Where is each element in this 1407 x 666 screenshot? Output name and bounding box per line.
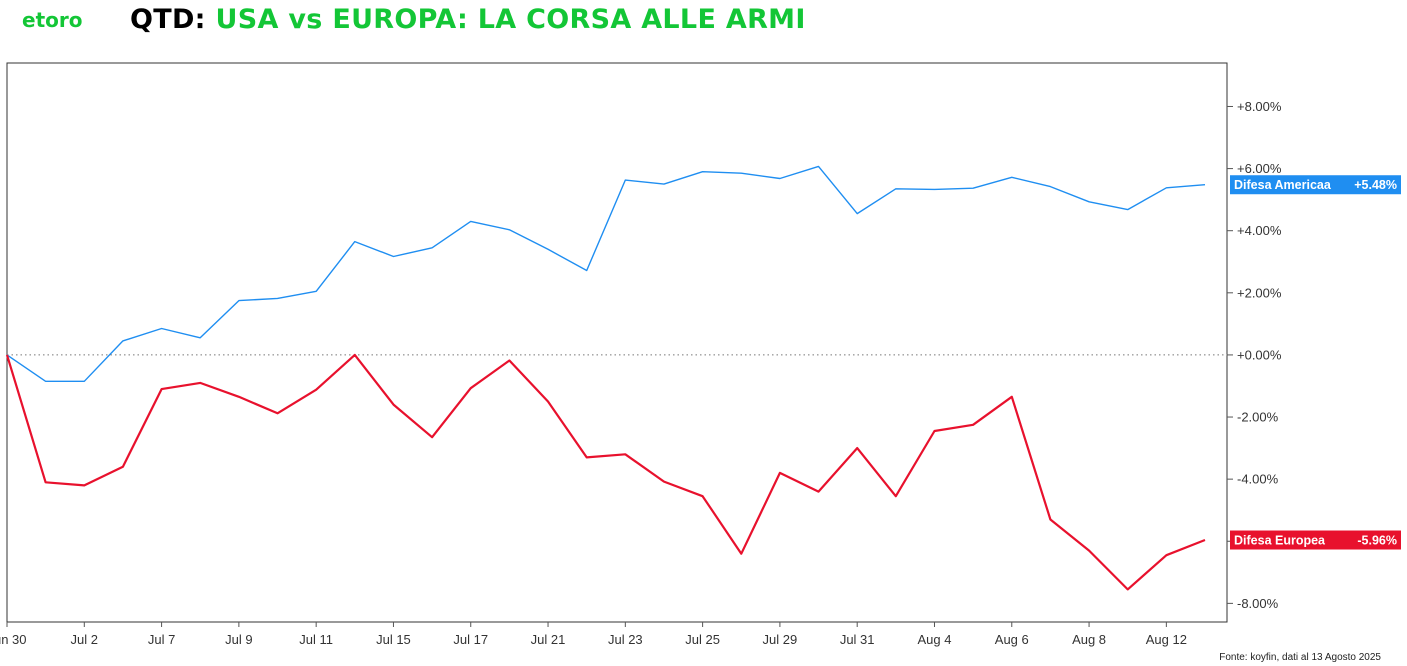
- x-tick-label: Jul 25: [685, 632, 720, 647]
- x-tick-label: Jul 29: [763, 632, 798, 647]
- series-line: [5, 353, 1206, 591]
- y-tick-label: +2.00%: [1237, 285, 1282, 300]
- plot-frame: [6, 62, 1228, 623]
- x-tick-label: Aug 4: [917, 632, 951, 647]
- x-tick-label: Jul 17: [453, 632, 488, 647]
- x-tick-label: Aug 8: [1072, 632, 1106, 647]
- y-tick-label: +0.00%: [1237, 347, 1282, 362]
- series-name-label: Difesa Europea: [1234, 534, 1326, 548]
- etoro-logo-text: etoro: [22, 8, 82, 32]
- series-end-label-box: [1230, 175, 1401, 195]
- y-tick-label: -4.00%: [1237, 472, 1279, 487]
- etoro-logo: etoro: [22, 8, 82, 32]
- x-tick-label: Jul 9: [225, 632, 252, 647]
- page-title: QTD: USA vs EUROPA: LA CORSA ALLE ARMI: [130, 4, 806, 35]
- x-tick-label: Jun 30: [0, 632, 27, 647]
- source-note: Fonte: koyfin, dati al 13 Agosto 2025: [1219, 652, 1381, 663]
- x-tick-label: Jul 15: [376, 632, 411, 647]
- series-last-value: -5.96%: [1357, 534, 1397, 548]
- y-tick-label: +4.00%: [1237, 223, 1282, 238]
- y-tick-label: +8.00%: [1237, 99, 1282, 114]
- x-tick-label: Aug 12: [1146, 632, 1187, 647]
- title-prefix: QTD:: [130, 4, 206, 35]
- x-tick-label: Aug 6: [995, 632, 1029, 647]
- x-tick-label: Jul 31: [840, 632, 875, 647]
- x-tick-label: Jul 2: [71, 632, 98, 647]
- series-last-value: +5.48%: [1354, 178, 1397, 192]
- series-name-label: Difesa Americaa: [1234, 178, 1332, 192]
- y-tick-label: +6.00%: [1237, 161, 1282, 176]
- x-tick-label: Jul 7: [148, 632, 175, 647]
- x-tick-label: Jul 11: [299, 632, 333, 647]
- series-end-label-box: [1230, 530, 1401, 550]
- series-line: [6, 165, 1206, 382]
- y-tick-label: -8.00%: [1237, 596, 1279, 611]
- title-main: USA vs EUROPA: LA CORSA ALLE ARMI: [215, 4, 806, 35]
- x-tick-label: Jul 21: [531, 632, 566, 647]
- x-tick-label: Jul 23: [608, 632, 643, 647]
- y-tick-label: -2.00%: [1237, 410, 1279, 425]
